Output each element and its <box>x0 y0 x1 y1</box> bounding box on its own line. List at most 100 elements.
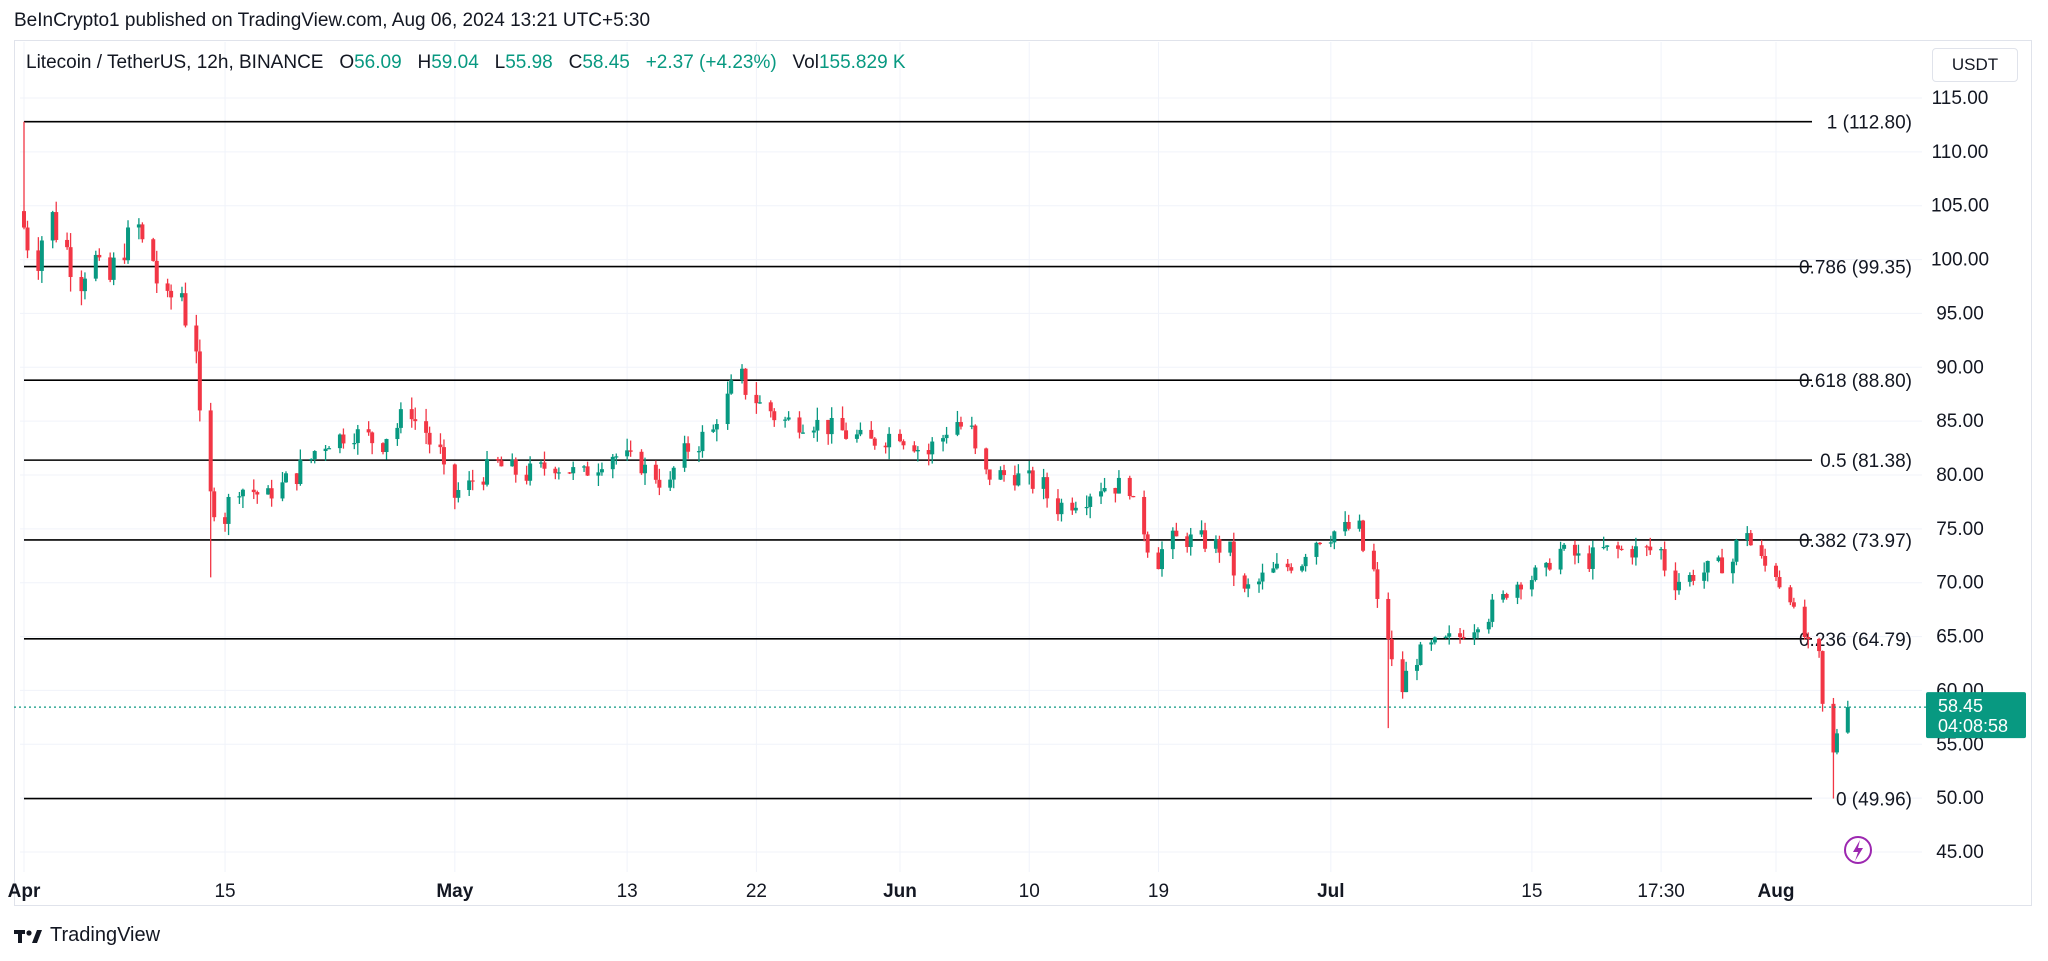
candle-body <box>298 459 303 485</box>
candle-body <box>183 293 188 326</box>
candle-body <box>312 451 317 459</box>
symbol-name[interactable]: Litecoin / TetherUS, 12h, BINANCE <box>26 52 324 73</box>
candle-body <box>1576 553 1581 556</box>
candle-body <box>1199 530 1204 535</box>
candle-body <box>1274 563 1279 569</box>
candle-body <box>1242 575 1247 589</box>
footer-brand[interactable]: TradingView <box>14 924 160 947</box>
candle-body <box>582 466 587 468</box>
candle-body <box>1501 594 1506 600</box>
candle-body <box>1806 636 1811 639</box>
candle-body <box>772 411 777 421</box>
candle-body <box>1590 547 1595 569</box>
candle-body <box>610 456 615 470</box>
candle-body <box>266 488 271 495</box>
fib-level-label: 0.618 (88.80) <box>1799 371 1912 392</box>
candle-body <box>1102 487 1107 492</box>
fibonacci-retracement[interactable]: 1 (112.80) 0.786 (99.35) 0.618 (88.80) 0.5 … <box>24 113 1912 811</box>
candle-body <box>840 417 845 431</box>
candle-body <box>1260 572 1265 582</box>
candle-body <box>50 212 55 241</box>
time-tick-label: Jun <box>883 881 917 902</box>
tradingview-logo-icon <box>14 929 42 943</box>
candle-body <box>686 443 691 452</box>
candle-body <box>639 451 644 474</box>
candle-body <box>800 432 805 434</box>
candle-body <box>197 351 202 411</box>
time-tick-label: Jul <box>1317 881 1344 902</box>
volume-value: 155.829 K <box>818 52 906 73</box>
candle-body <box>1716 557 1721 561</box>
candle-body <box>1088 496 1093 507</box>
candle-body <box>1720 557 1725 574</box>
time-axis[interactable]: Apr 15 May 13 22 Jun 10 19 Jul 15 17:30 Aug <box>8 881 1795 902</box>
candle-body <box>1587 553 1592 569</box>
candle-body <box>1791 602 1796 607</box>
candle-body <box>395 427 400 440</box>
candle-body <box>858 429 863 435</box>
candle-body <box>696 451 701 453</box>
candle-body <box>1515 584 1520 598</box>
candle-body <box>1386 598 1391 640</box>
candle-body <box>901 441 906 446</box>
candle-body <box>1447 633 1452 637</box>
candle-body <box>1519 584 1524 590</box>
candle-body <box>513 459 518 475</box>
price-tick-label: 75.00 <box>1936 519 1984 540</box>
candle-body <box>571 467 576 474</box>
candle-body <box>553 468 558 474</box>
price-axis[interactable]: 45.0050.0055.0060.0065.0070.0075.0080.00… <box>1931 88 1989 863</box>
candle-body <box>1099 491 1104 497</box>
candle-body <box>768 402 773 412</box>
candle-body <box>485 458 490 485</box>
candle-body <box>1788 587 1793 603</box>
candle-body <box>280 482 285 499</box>
candle-body <box>370 432 375 444</box>
candle-body <box>1174 530 1179 537</box>
candle-body <box>1317 542 1322 545</box>
candle-body <box>1030 470 1035 489</box>
candle-body <box>151 239 156 261</box>
change-value: +2.37 (+4.23%) <box>645 52 777 73</box>
candle-body <box>384 439 389 453</box>
candle-body <box>169 290 174 298</box>
candle-body <box>136 224 141 228</box>
candle-body <box>470 480 475 482</box>
candle-body <box>1027 470 1032 474</box>
fib-level-label: 0.5 (81.38) <box>1820 451 1912 472</box>
price-tick-label: 85.00 <box>1936 411 1984 432</box>
chart-frame <box>14 40 2032 906</box>
candle-body <box>1418 644 1423 665</box>
candle-body <box>1547 562 1552 570</box>
candle-body <box>413 419 418 422</box>
open-value: 56.09 <box>354 52 402 73</box>
candle-body <box>1529 580 1534 590</box>
candle-body <box>1774 565 1778 578</box>
candle-body <box>556 472 561 474</box>
candle-body <box>424 421 429 433</box>
candle-body <box>740 368 745 381</box>
candle-body <box>1131 496 1136 498</box>
candle-body <box>68 247 73 278</box>
candle-body <box>596 472 601 476</box>
candle-body <box>700 431 705 452</box>
candle-body <box>179 293 184 298</box>
candle-body <box>82 278 87 292</box>
candle-body <box>1544 562 1549 568</box>
candle-body <box>757 402 762 404</box>
candle-body <box>1300 566 1305 571</box>
currency-button[interactable]: USDT <box>1932 48 2018 82</box>
brand-name: TradingView <box>50 924 161 946</box>
candle-body <box>1055 498 1060 515</box>
candle-body <box>323 448 328 452</box>
alert-lightning-icon[interactable] <box>1844 836 1872 864</box>
candle-body <box>1605 545 1610 547</box>
time-tick-label: 22 <box>746 881 767 902</box>
candle-body <box>898 433 902 442</box>
candle-body <box>973 425 978 449</box>
candle-body <box>1073 507 1078 511</box>
candle-body <box>1702 572 1707 581</box>
candle-body <box>269 488 274 499</box>
candle-body <box>1343 521 1348 532</box>
